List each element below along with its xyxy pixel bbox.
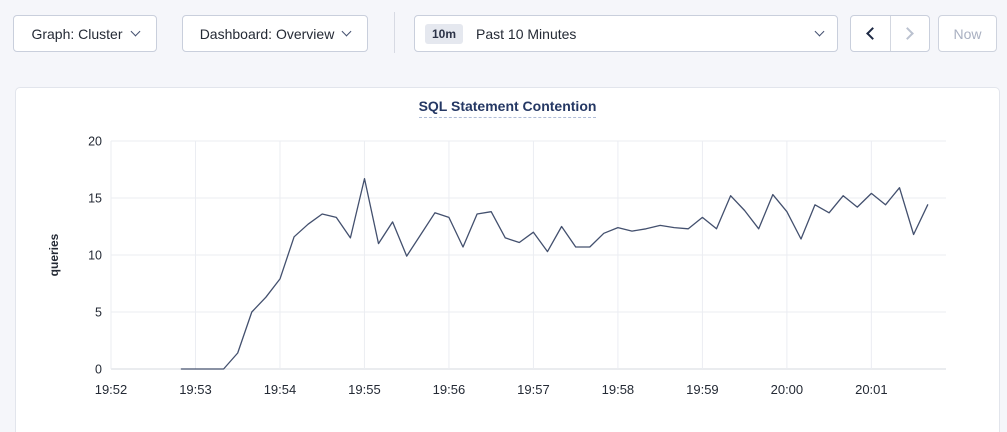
time-next-button[interactable] xyxy=(891,16,930,51)
y-axis-label: queries xyxy=(47,233,61,276)
x-tick-label: 19:57 xyxy=(517,382,550,397)
y-tick-label: 15 xyxy=(88,192,102,206)
series-line xyxy=(180,177,929,370)
chevron-down-icon xyxy=(130,26,140,37)
chevron-down-icon xyxy=(341,26,352,37)
x-tick-label: 19:56 xyxy=(433,382,466,397)
y-tick-label: 10 xyxy=(88,249,102,263)
y-tick-label: 0 xyxy=(95,363,102,377)
chart-title[interactable]: SQL Statement Contention xyxy=(418,98,597,118)
chevron-down-icon xyxy=(814,26,825,37)
x-tick-label: 19:54 xyxy=(264,382,297,397)
time-nav-group xyxy=(850,15,930,52)
dashboard-dropdown[interactable]: Dashboard: Overview xyxy=(182,15,368,52)
y-tick-label: 20 xyxy=(88,135,102,149)
x-tick-label: 19:58 xyxy=(602,382,635,397)
time-range-dropdown[interactable]: 10m Past 10 Minutes xyxy=(414,15,838,52)
chart-panel: SQL Statement Contention 0 5 10 15 20 19:52 19… xyxy=(15,87,1000,432)
now-button-label: Now xyxy=(953,25,982,42)
chevron-left-icon xyxy=(865,27,879,40)
graph-dropdown[interactable]: Graph: Cluster xyxy=(13,15,157,52)
time-range-badge: 10m xyxy=(425,23,464,44)
x-tick-label: 19:55 xyxy=(348,382,381,397)
toolbar-divider xyxy=(394,12,395,53)
chart-title-row: SQL Statement Contention xyxy=(16,98,999,118)
x-tick-label: 20:01 xyxy=(855,382,888,397)
y-tick-label: 5 xyxy=(95,306,102,320)
now-button[interactable]: Now xyxy=(938,15,997,52)
x-tick-label: 19:53 xyxy=(179,382,212,397)
line-chart: 0 5 10 15 20 19:52 19:53 19:54 19:55 19:56 19:57 19… xyxy=(47,135,946,397)
time-prev-button[interactable] xyxy=(851,16,891,51)
dashboard-dropdown-label: Dashboard: Overview xyxy=(199,25,335,42)
chevron-right-icon xyxy=(901,27,915,40)
x-tick-label: 19:59 xyxy=(686,382,719,397)
graph-dropdown-label: Graph: Cluster xyxy=(31,25,123,42)
x-tick-label: 19:52 xyxy=(95,382,128,397)
x-tick-label: 20:00 xyxy=(771,382,804,397)
time-range-label: Past 10 Minutes xyxy=(476,25,577,42)
